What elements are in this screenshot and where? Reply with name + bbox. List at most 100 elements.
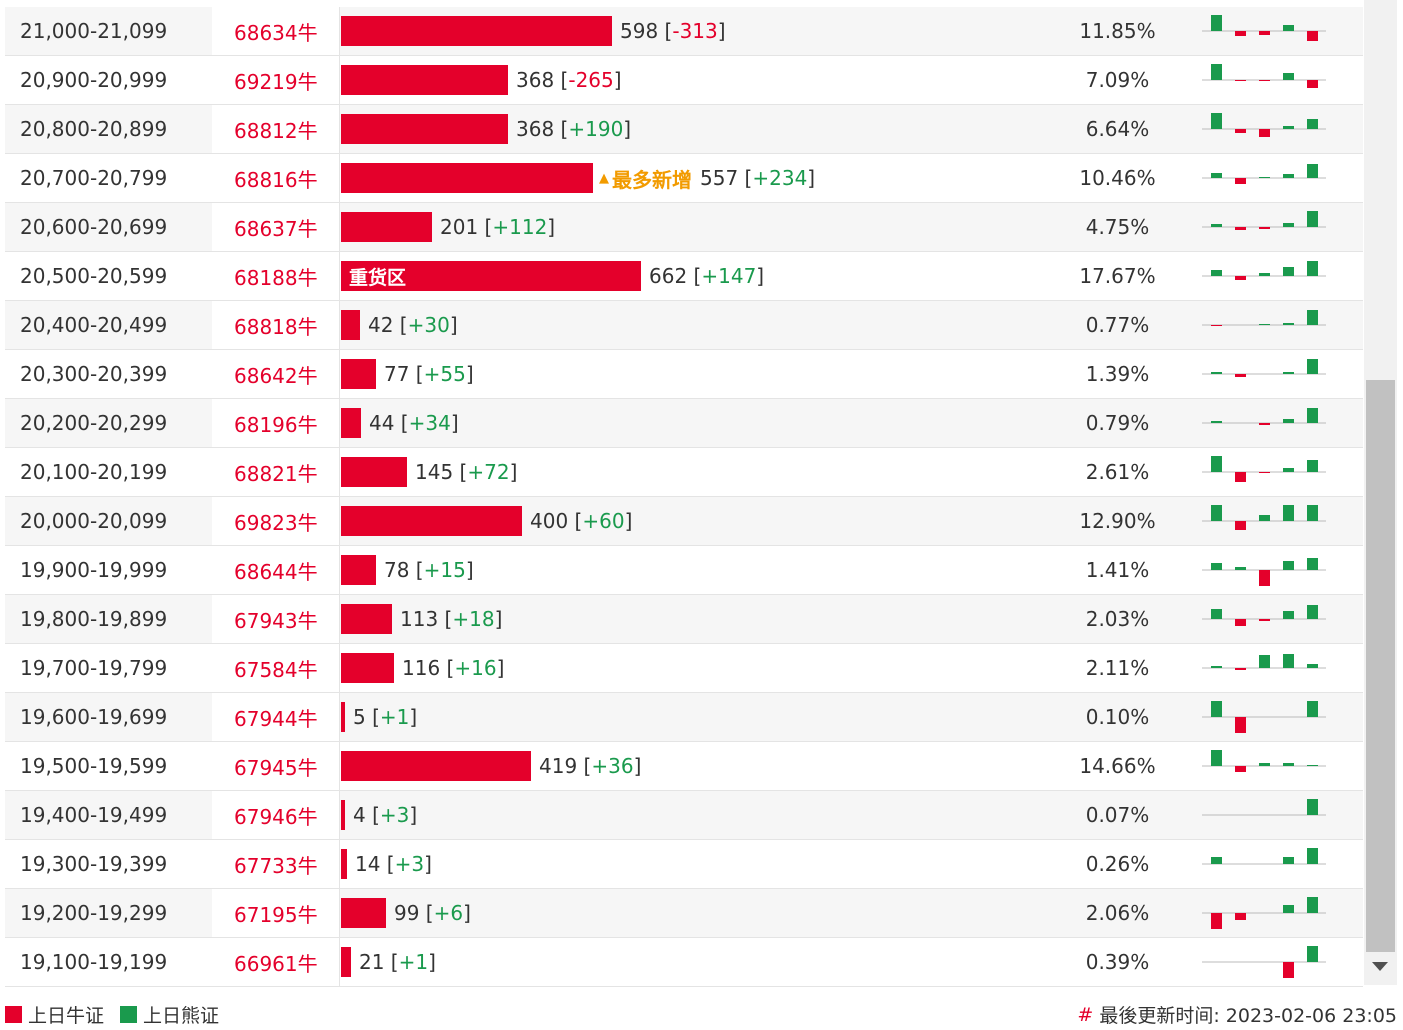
volume-value: 368 xyxy=(516,117,555,141)
legend-bull-label: 上日牛证 xyxy=(28,1005,105,1027)
warrant-code[interactable]: 68642牛 xyxy=(212,350,340,398)
table-row[interactable]: 20,400-20,499 68818牛 42 [+30] 0.77% xyxy=(5,301,1363,350)
volume-value: 662 xyxy=(649,264,688,288)
warrant-code[interactable]: 67195牛 xyxy=(212,889,340,937)
price-range: 20,500-20,599 xyxy=(20,264,168,288)
volume-text: 662 [+147] xyxy=(649,264,765,288)
warrant-code[interactable]: 68188牛 xyxy=(212,252,340,300)
table-row[interactable]: 20,600-20,699 68637牛 201 [+112] 4.75% xyxy=(5,203,1363,252)
volume-text: 78 [+15] xyxy=(384,558,474,582)
volume-cell: 5 [+1] xyxy=(341,693,1061,741)
sparkline-bar xyxy=(1307,558,1318,570)
volume-change: +16 xyxy=(454,656,497,680)
sparkline-bar xyxy=(1211,325,1222,326)
sparkline-bar xyxy=(1259,80,1270,81)
sparkline-bar xyxy=(1235,619,1246,626)
warrant-code[interactable]: 68634牛 xyxy=(212,7,340,55)
volume-cell: 4 [+3] xyxy=(341,791,1061,839)
sparkline-chart xyxy=(1202,456,1326,482)
scroll-down-arrow-icon[interactable] xyxy=(1372,962,1388,971)
table-row[interactable]: 19,200-19,299 67195牛 99 [+6] 2.06% xyxy=(5,889,1363,938)
sparkline-chart xyxy=(1202,261,1326,280)
price-range: 19,400-19,499 xyxy=(20,803,168,827)
warrant-code[interactable]: 68812牛 xyxy=(212,105,340,153)
volume-value: 368 xyxy=(516,68,555,92)
table-row[interactable]: 20,200-20,299 68196牛 44 [+34] 0.79% xyxy=(5,399,1363,448)
table-row[interactable]: 20,900-20,999 69219牛 368 [-265] 7.09% xyxy=(5,56,1363,105)
sparkline-bar xyxy=(1235,766,1246,772)
volume-text: 14 [+3] xyxy=(355,852,432,876)
volume-bar xyxy=(341,65,508,95)
sparkline-bar xyxy=(1307,359,1318,374)
sparkline-chart xyxy=(1202,310,1326,326)
history-sparkline xyxy=(1198,595,1328,643)
sparkline-bar xyxy=(1211,456,1222,472)
warrant-code[interactable]: 69823牛 xyxy=(212,497,340,545)
percentage: 2.06% xyxy=(1085,901,1150,925)
warrant-code[interactable]: 68637牛 xyxy=(212,203,340,251)
volume-text: 201 [+112] xyxy=(440,215,556,239)
volume-change: +6 xyxy=(433,901,464,925)
warrant-code[interactable]: 68821牛 xyxy=(212,448,340,496)
volume-text: 77 [+55] xyxy=(384,362,474,386)
warrant-code[interactable]: 67944牛 xyxy=(212,693,340,741)
sparkline-chart xyxy=(1202,113,1326,137)
warrant-code[interactable]: 67946牛 xyxy=(212,791,340,839)
warrant-code[interactable]: 68196牛 xyxy=(212,399,340,447)
history-sparkline xyxy=(1198,497,1328,545)
table-row[interactable]: 19,700-19,799 67584牛 116 [+16] 2.11% xyxy=(5,644,1363,693)
table-row[interactable]: 20,700-20,799 68816牛 ▲ 最多新增 557 [+234] 10.46% xyxy=(5,154,1363,203)
sparkline-bar xyxy=(1259,570,1270,586)
table-row[interactable]: 20,500-20,599 68188牛 重货区 662 [+147] 17.67% xyxy=(5,252,1363,301)
volume-value: 44 xyxy=(369,411,395,435)
sparkline-bar xyxy=(1259,129,1270,137)
sparkline-bar xyxy=(1307,408,1318,423)
sparkline-bar xyxy=(1283,468,1294,472)
warrant-code[interactable]: 67733牛 xyxy=(212,840,340,888)
warrant-code[interactable]: 68818牛 xyxy=(212,301,340,349)
table-row[interactable]: 19,300-19,399 67733牛 14 [+3] 0.26% xyxy=(5,840,1363,889)
volume-text: 4 [+3] xyxy=(353,803,418,827)
sparkline-bar xyxy=(1283,654,1294,668)
table-row[interactable]: 19,800-19,899 67943牛 113 [+18] 2.03% xyxy=(5,595,1363,644)
volume-bar xyxy=(341,800,345,830)
volume-change: +34 xyxy=(408,411,451,435)
volume-text: 419 [+36] xyxy=(539,754,642,778)
percentage: 6.64% xyxy=(1085,117,1150,141)
warrant-code[interactable]: 67943牛 xyxy=(212,595,340,643)
table-row[interactable]: 19,900-19,999 68644牛 78 [+15] 1.41% xyxy=(5,546,1363,595)
history-sparkline xyxy=(1198,840,1328,888)
table-row[interactable]: 20,300-20,399 68642牛 77 [+55] 1.39% xyxy=(5,350,1363,399)
table-row[interactable]: 19,500-19,599 67945牛 419 [+36] 14.66% xyxy=(5,742,1363,791)
warrant-code[interactable]: 68816牛 xyxy=(212,154,340,202)
warrant-code[interactable]: 67584牛 xyxy=(212,644,340,692)
warrant-code[interactable]: 68644牛 xyxy=(212,546,340,594)
table-row[interactable]: 20,000-20,099 69823牛 400 [+60] 12.90% xyxy=(5,497,1363,546)
sparkline-bar xyxy=(1283,174,1294,178)
price-range: 19,800-19,899 xyxy=(20,607,168,631)
history-sparkline xyxy=(1198,203,1328,251)
volume-change: +3 xyxy=(379,803,410,827)
volume-value: 201 xyxy=(440,215,479,239)
volume-cell: 400 [+60] xyxy=(341,497,1061,545)
history-sparkline xyxy=(1198,252,1328,300)
warrant-code[interactable]: 69219牛 xyxy=(212,56,340,104)
vertical-scrollbar[interactable] xyxy=(1364,0,1397,985)
table-row[interactable]: 20,800-20,899 68812牛 368 [+190] 6.64% xyxy=(5,105,1363,154)
volume-text: 113 [+18] xyxy=(400,607,503,631)
sparkline-bar xyxy=(1235,31,1246,36)
volume-change: +60 xyxy=(582,509,625,533)
volume-value: 598 xyxy=(620,19,659,43)
table-row[interactable]: 19,400-19,499 67946牛 4 [+3] 0.07% xyxy=(5,791,1363,840)
sparkline-bar xyxy=(1307,897,1318,913)
table-row[interactable]: 19,100-19,199 66961牛 21 [+1] 0.39% xyxy=(5,938,1363,987)
sparkline-bar xyxy=(1235,276,1246,280)
table-row[interactable]: 21,000-21,099 68634牛 598 [-313] 11.85% xyxy=(5,7,1363,56)
table-row[interactable]: 20,100-20,199 68821牛 145 [+72] 2.61% xyxy=(5,448,1363,497)
sparkline-bar xyxy=(1283,611,1294,619)
sparkline-chart xyxy=(1202,64,1326,88)
table-row[interactable]: 19,600-19,699 67944牛 5 [+1] 0.10% xyxy=(5,693,1363,742)
warrant-code[interactable]: 66961牛 xyxy=(212,938,340,986)
warrant-code[interactable]: 67945牛 xyxy=(212,742,340,790)
scrollbar-thumb[interactable] xyxy=(1366,380,1395,952)
